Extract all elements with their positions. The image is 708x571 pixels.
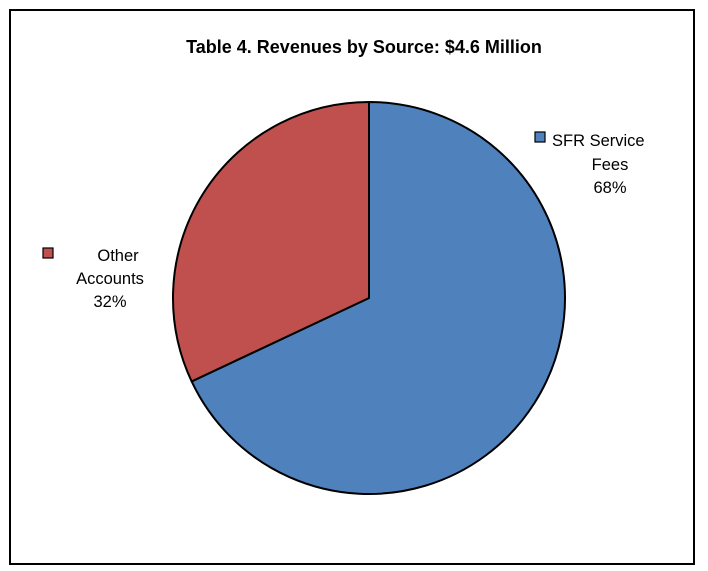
pie-slice-other-accounts bbox=[172, 101, 370, 383]
slice-label-sfr-service-fees: SFR Service Fees 68% bbox=[534, 131, 645, 197]
pie-slices bbox=[172, 101, 566, 495]
slice-percent-label: 32% bbox=[93, 293, 126, 311]
slice-label-line-1: Other bbox=[97, 247, 139, 265]
slice-percent-label: 68% bbox=[593, 179, 626, 197]
legend-marker-sfr-service-fees bbox=[534, 131, 546, 143]
chart-title: Table 4. Revenues by Source: $4.6 Millio… bbox=[186, 37, 542, 57]
slice-label-line-2: Accounts bbox=[76, 270, 144, 288]
pie-slice-sfr-service-fees bbox=[190, 101, 566, 495]
legend-marker-other-accounts bbox=[42, 247, 54, 259]
slice-label-line-1: SFR Service bbox=[552, 132, 645, 150]
slice-label-other-accounts: Other Accounts 32% bbox=[42, 247, 144, 311]
slice-label-line-2: Fees bbox=[592, 156, 629, 174]
